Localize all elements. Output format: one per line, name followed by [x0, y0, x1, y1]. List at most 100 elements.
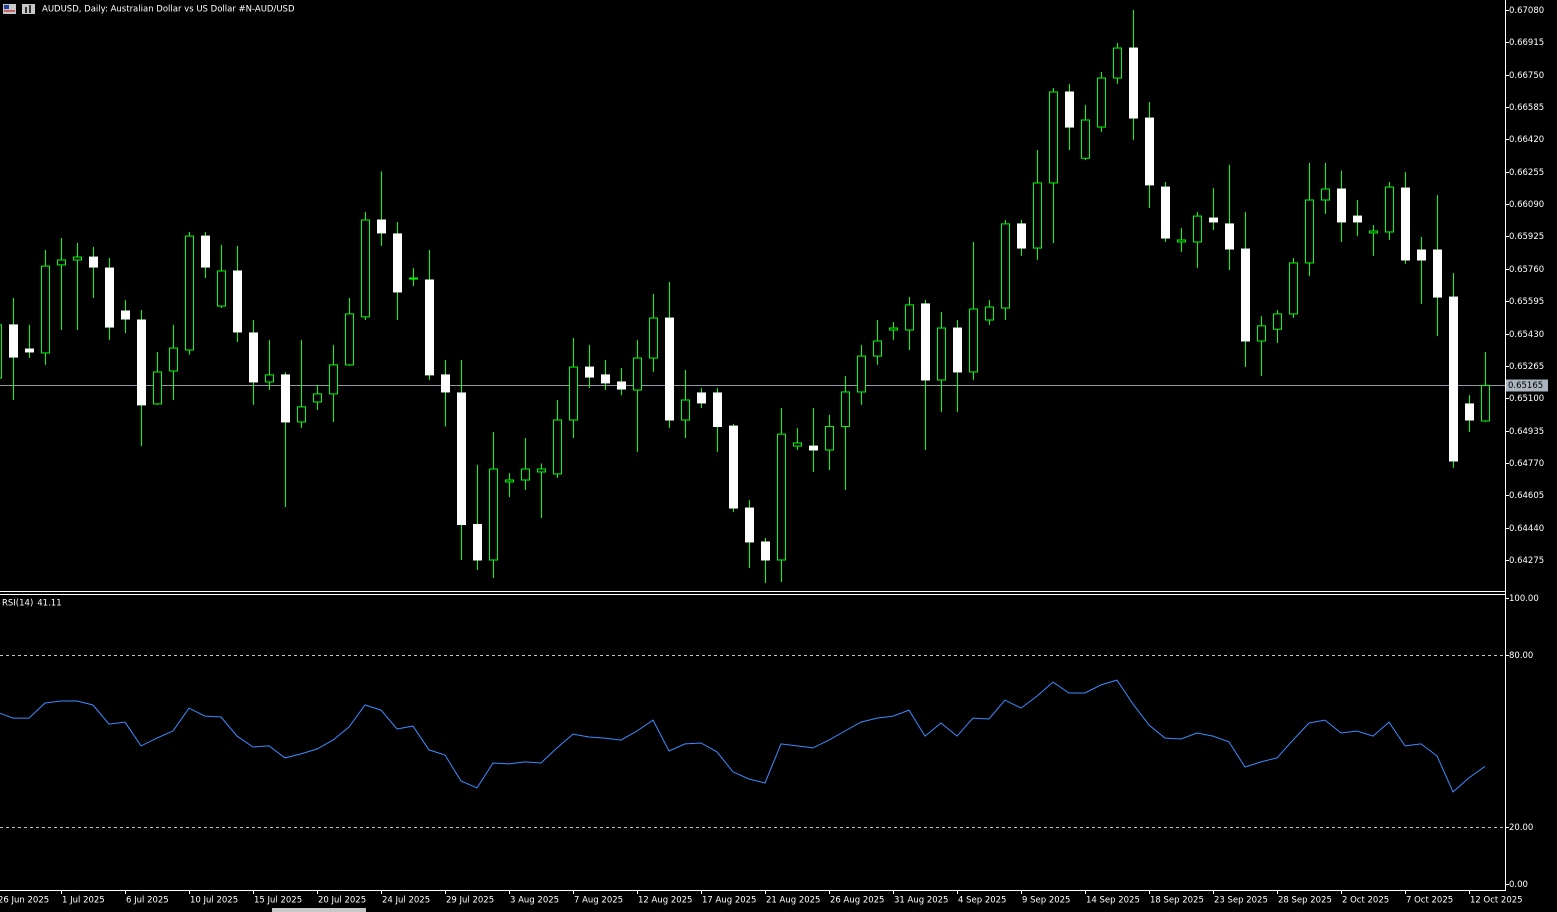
candle-body: [201, 235, 210, 268]
y-tick-label: 0.64770: [1509, 459, 1544, 469]
current-price-label: 0.65165: [1508, 381, 1543, 391]
rsi-line: [0, 679, 1486, 793]
candle-body: [393, 233, 402, 293]
candle-body: [617, 381, 626, 390]
candle-body: [89, 256, 98, 268]
y-tick-label: 80.00: [1509, 651, 1533, 661]
candle-body: [1065, 91, 1074, 128]
candle-body: [1465, 403, 1474, 421]
candle-body: [553, 419, 562, 475]
current-price-box: [1506, 379, 1548, 392]
candle-body: [1017, 223, 1026, 249]
candle-body: [121, 310, 130, 320]
candle-body: [25, 348, 34, 353]
candle-body: [633, 357, 642, 391]
x-tick-label: 20 Jul 2025: [318, 896, 366, 906]
candle-body: [761, 541, 770, 561]
candle-body: [889, 327, 898, 331]
candle-body: [1417, 249, 1426, 261]
symbol-icons: [3, 4, 35, 14]
x-tick-label: 9 Sep 2025: [1022, 896, 1070, 906]
candle-body: [1145, 117, 1154, 186]
x-tick-label: 28 Sep 2025: [1278, 896, 1332, 906]
y-tick-label: 0.66915: [1509, 38, 1544, 48]
y-tick-label: 0.64605: [1509, 491, 1544, 501]
candle-body: [825, 425, 834, 451]
candle-body: [1289, 262, 1298, 315]
y-tick-label: 0.67080: [1509, 6, 1544, 16]
candle-body: [1337, 188, 1346, 223]
candle-body: [1353, 215, 1362, 223]
candle-body: [1161, 186, 1170, 239]
candle-body: [345, 313, 354, 366]
x-tick-label: 12 Aug 2025: [638, 896, 692, 906]
candle-body: [681, 399, 690, 421]
y-tick-label: 0.65595: [1509, 297, 1544, 307]
candle-body: [985, 306, 994, 321]
candle-body: [185, 235, 194, 351]
x-tick-label: 24 Jul 2025: [382, 896, 430, 906]
candle-body: [265, 374, 274, 383]
candle-body: [697, 392, 706, 404]
y-tick-label: 0.64275: [1509, 556, 1544, 566]
x-tick-label: 14 Sep 2025: [1086, 896, 1140, 906]
y-tick-label: 0.66420: [1509, 135, 1544, 145]
candle-body: [281, 374, 290, 423]
candle-body: [233, 270, 242, 333]
candle-body: [665, 317, 674, 421]
candle-body: [521, 468, 530, 481]
x-tick-label: 2 Oct 2025: [1342, 896, 1389, 906]
x-tick-label: 18 Sep 2025: [1150, 896, 1204, 906]
y-tick-label: 0.65265: [1509, 362, 1544, 372]
candle-body: [377, 219, 386, 234]
candle-body: [73, 256, 82, 261]
x-tick-label: 6 Jul 2025: [126, 896, 169, 906]
candle-body: [473, 524, 482, 561]
candle-body: [921, 303, 930, 381]
candle-body: [153, 371, 162, 405]
candle-body: [313, 393, 322, 403]
candle-body: [137, 319, 146, 406]
candle-body: [9, 324, 18, 358]
candle-body: [217, 270, 226, 307]
candle-body: [537, 468, 546, 473]
x-tick-label: 29 Jul 2025: [446, 896, 494, 906]
y-tick-label: 0.64935: [1509, 427, 1544, 437]
candle-body: [1481, 384, 1490, 422]
candle-body: [905, 304, 914, 331]
y-tick-label: 100.00: [1509, 594, 1539, 604]
candle-body: [1225, 223, 1234, 250]
candle-body: [857, 355, 866, 393]
candle-body: [297, 406, 306, 423]
candle-body: [601, 374, 610, 384]
y-tick-label: 0.65760: [1509, 265, 1544, 275]
x-tick-label: 15 Jul 2025: [254, 896, 302, 906]
candle-body: [457, 392, 466, 526]
candle-body: [809, 445, 818, 451]
candle-body: [41, 265, 50, 354]
candle-body: [1081, 119, 1090, 159]
y-tick-label: 0.66090: [1509, 200, 1544, 210]
y-tick-label: 0.65925: [1509, 232, 1544, 242]
candle-body: [585, 366, 594, 378]
y-tick-label: 0.65100: [1509, 394, 1544, 404]
candle-body: [1433, 249, 1442, 298]
candle-body: [329, 364, 338, 395]
x-tick-label: 4 Sep 2025: [958, 896, 1006, 906]
candle-body: [249, 332, 258, 383]
x-tick-label: 7 Aug 2025: [574, 896, 623, 906]
candle-body: [569, 366, 578, 421]
scrollbar[interactable]: [272, 908, 366, 912]
candle-body: [1113, 47, 1122, 79]
candle-body: [873, 340, 882, 357]
x-tick-label: 3 Aug 2025: [510, 896, 559, 906]
candle-body: [1209, 217, 1218, 223]
candle-body: [425, 279, 434, 376]
candle-body: [745, 507, 754, 543]
y-tick-label: 20.00: [1509, 823, 1533, 833]
candle-body: [1385, 186, 1394, 233]
y-tick-label: 0.66585: [1509, 103, 1544, 113]
x-tick-label: 7 Oct 2025: [1406, 896, 1453, 906]
